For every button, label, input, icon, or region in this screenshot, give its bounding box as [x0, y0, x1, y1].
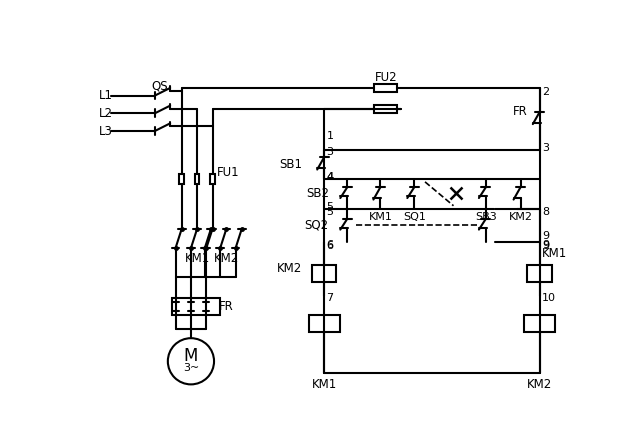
- Text: KM2: KM2: [509, 211, 532, 222]
- Text: KM1: KM1: [369, 211, 392, 222]
- Text: FU2: FU2: [374, 71, 397, 84]
- Text: KM1: KM1: [542, 247, 567, 260]
- Text: L1: L1: [99, 89, 113, 102]
- Text: FU1: FU1: [217, 166, 240, 179]
- Text: 3: 3: [326, 147, 333, 157]
- Bar: [195, 174, 200, 184]
- Text: 4: 4: [326, 172, 333, 182]
- Circle shape: [168, 338, 214, 385]
- Text: L3: L3: [99, 125, 113, 138]
- Text: 5: 5: [326, 202, 333, 212]
- Text: SB1: SB1: [280, 158, 303, 170]
- Text: KM2: KM2: [277, 262, 303, 275]
- Text: 7: 7: [326, 293, 333, 303]
- Text: FR: FR: [219, 300, 234, 313]
- Bar: [374, 105, 397, 113]
- Text: FR: FR: [513, 104, 527, 118]
- Bar: [179, 174, 184, 184]
- Text: L2: L2: [99, 107, 113, 120]
- Text: KM1: KM1: [312, 378, 337, 391]
- Bar: [312, 265, 337, 282]
- Bar: [172, 298, 220, 315]
- Text: KM1: KM1: [184, 252, 210, 265]
- Text: SB3: SB3: [475, 211, 497, 222]
- Bar: [374, 84, 397, 92]
- Text: QS: QS: [152, 79, 168, 92]
- Text: 1: 1: [326, 131, 333, 142]
- Text: 9: 9: [542, 240, 549, 250]
- Text: SQ1: SQ1: [403, 211, 426, 222]
- Text: 6: 6: [326, 240, 333, 250]
- Text: KM2: KM2: [527, 378, 552, 391]
- Text: 10: 10: [542, 293, 556, 303]
- Text: 3: 3: [542, 143, 549, 153]
- Bar: [524, 315, 555, 332]
- Text: 8: 8: [542, 207, 549, 217]
- Bar: [308, 315, 340, 332]
- Text: 9: 9: [542, 241, 549, 251]
- Text: SQ2: SQ2: [305, 218, 329, 231]
- Text: 5: 5: [326, 207, 333, 217]
- Bar: [210, 174, 215, 184]
- Text: 2: 2: [542, 87, 549, 97]
- Text: M: M: [184, 347, 198, 365]
- Text: SB2: SB2: [306, 187, 329, 200]
- Text: 4: 4: [326, 172, 333, 182]
- Text: 3~: 3~: [183, 363, 199, 373]
- Bar: [527, 265, 552, 282]
- Text: 9: 9: [542, 231, 549, 241]
- Text: KM2: KM2: [214, 252, 239, 265]
- Text: 6: 6: [326, 241, 333, 251]
